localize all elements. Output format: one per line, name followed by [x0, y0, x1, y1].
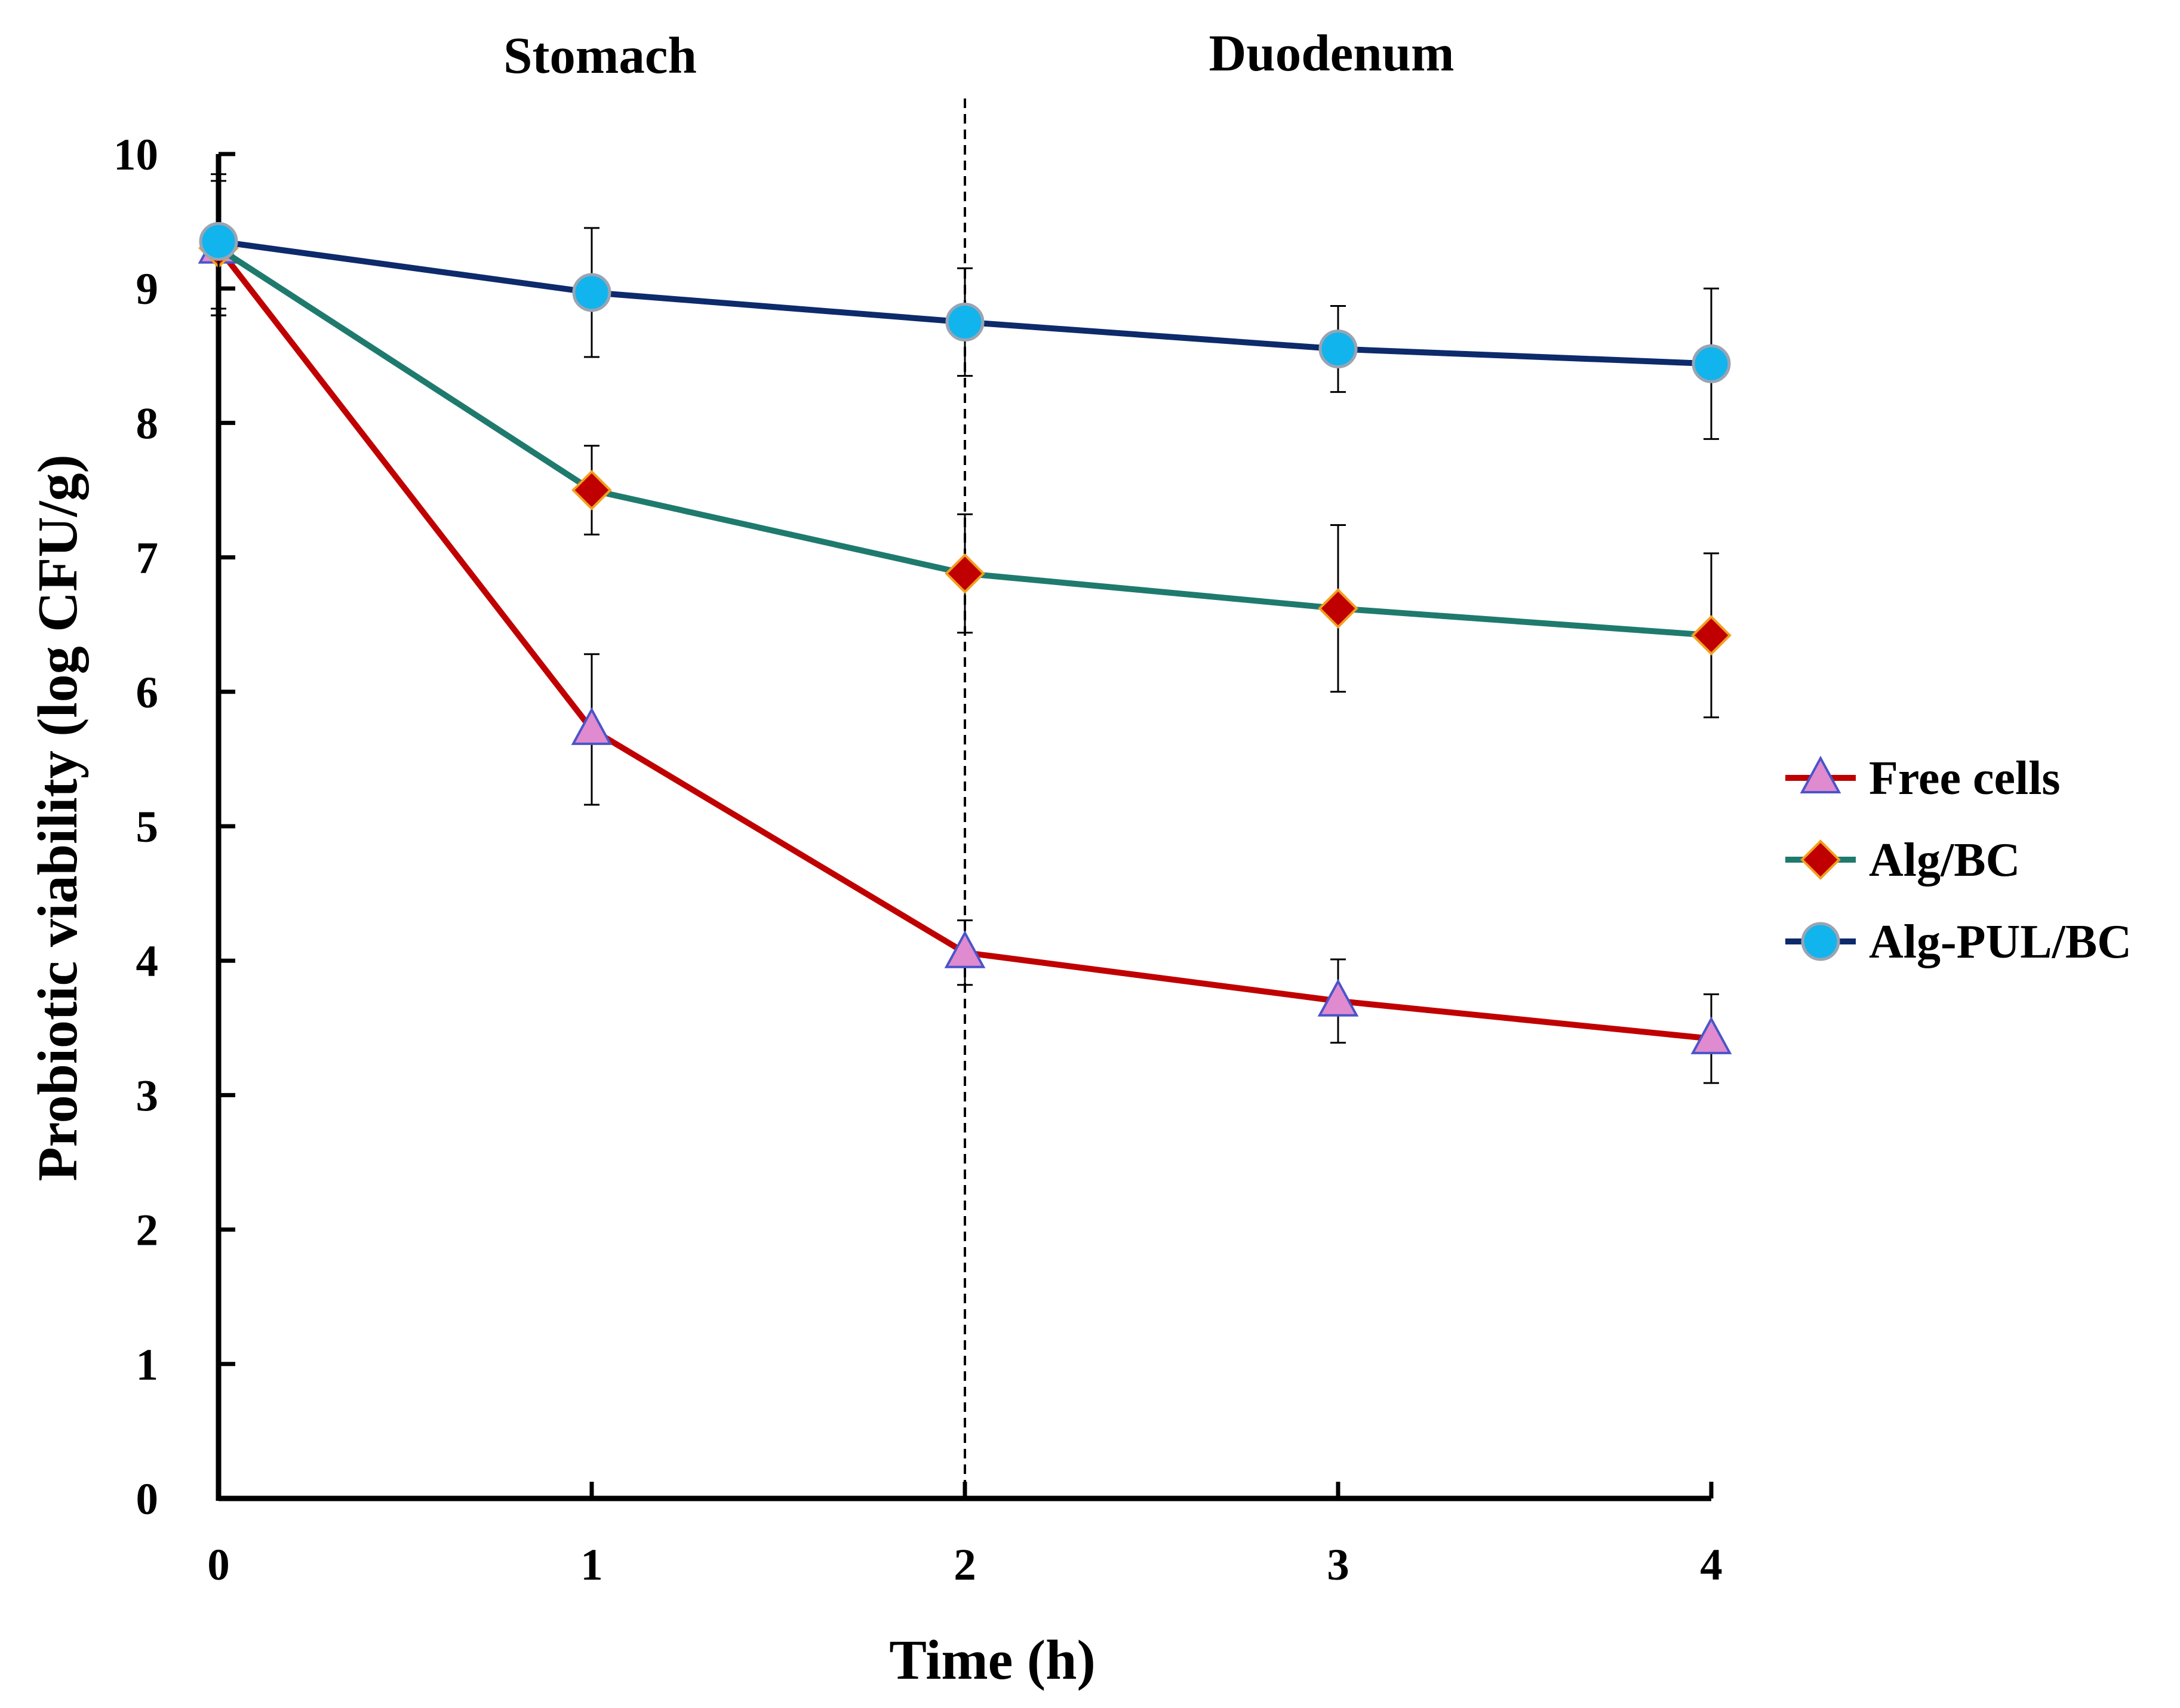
- data-point-alg-pul-bc-3: [1318, 330, 1358, 369]
- legend-label-alg-bc: Alg/BC: [1869, 834, 2020, 887]
- x-tick-label-0: 0: [207, 1540, 230, 1590]
- x-tick-label-2: 2: [954, 1540, 976, 1590]
- x-tick-label-1: 1: [580, 1540, 603, 1590]
- region-title-duodenum: Duodenum: [1209, 24, 1455, 82]
- y-tick-label-0: 0: [136, 1475, 159, 1524]
- data-point-alg-pul-bc-1: [572, 273, 611, 312]
- legend-marker-alg-pul-bc: [1801, 922, 1840, 961]
- x-tick-label-4: 4: [1700, 1540, 1723, 1590]
- data-point-alg-pul-bc-0: [199, 221, 238, 261]
- plot-area: 0 1 2 3 4 5 6 7 8 9 10 0 1 2 3 4: [113, 99, 1732, 1590]
- data-point-alg-pul-bc-2: [945, 303, 985, 341]
- data-point-free-cells-2: [944, 930, 986, 968]
- legend-label-free-cells: Free cells: [1869, 752, 2061, 805]
- y-tick-label-10: 10: [113, 130, 158, 180]
- y-tick-label-9: 9: [136, 264, 159, 314]
- data-point-alg-bc-2: [945, 553, 985, 594]
- data-point-alg-bc-1: [571, 470, 612, 510]
- data-point-free-cells-1: [571, 707, 613, 745]
- y-tick-label-4: 4: [136, 937, 159, 986]
- legend-marker-free-cells: [1800, 755, 1841, 793]
- y-axis-title: Probiotic viability (log CFU/g): [27, 454, 89, 1181]
- legend-marker-alg-bc: [1800, 839, 1841, 880]
- y-tick-label-5: 5: [136, 802, 159, 852]
- data-point-alg-bc-4: [1691, 615, 1732, 656]
- x-axis-title: Time (h): [889, 1629, 1096, 1691]
- x-tick-label-3: 3: [1327, 1540, 1349, 1590]
- y-tick-label-8: 8: [136, 399, 159, 448]
- y-tick-label-3: 3: [136, 1071, 159, 1121]
- y-tick-label-2: 2: [136, 1206, 159, 1255]
- legend: Free cells Alg/BC Alg-PUL/BC: [1785, 752, 2132, 968]
- region-title-stomach: Stomach: [503, 26, 697, 84]
- y-tick-label-6: 6: [136, 668, 159, 718]
- y-tick-label-1: 1: [136, 1340, 159, 1390]
- legend-label-alg-pul-bc: Alg-PUL/BC: [1869, 916, 2132, 968]
- y-tick-label-7: 7: [136, 534, 159, 583]
- data-point-free-cells-3: [1317, 978, 1359, 1017]
- data-point-alg-pul-bc-4: [1692, 344, 1731, 383]
- data-point-alg-bc-3: [1318, 588, 1358, 629]
- data-point-free-cells-4: [1690, 1016, 1732, 1054]
